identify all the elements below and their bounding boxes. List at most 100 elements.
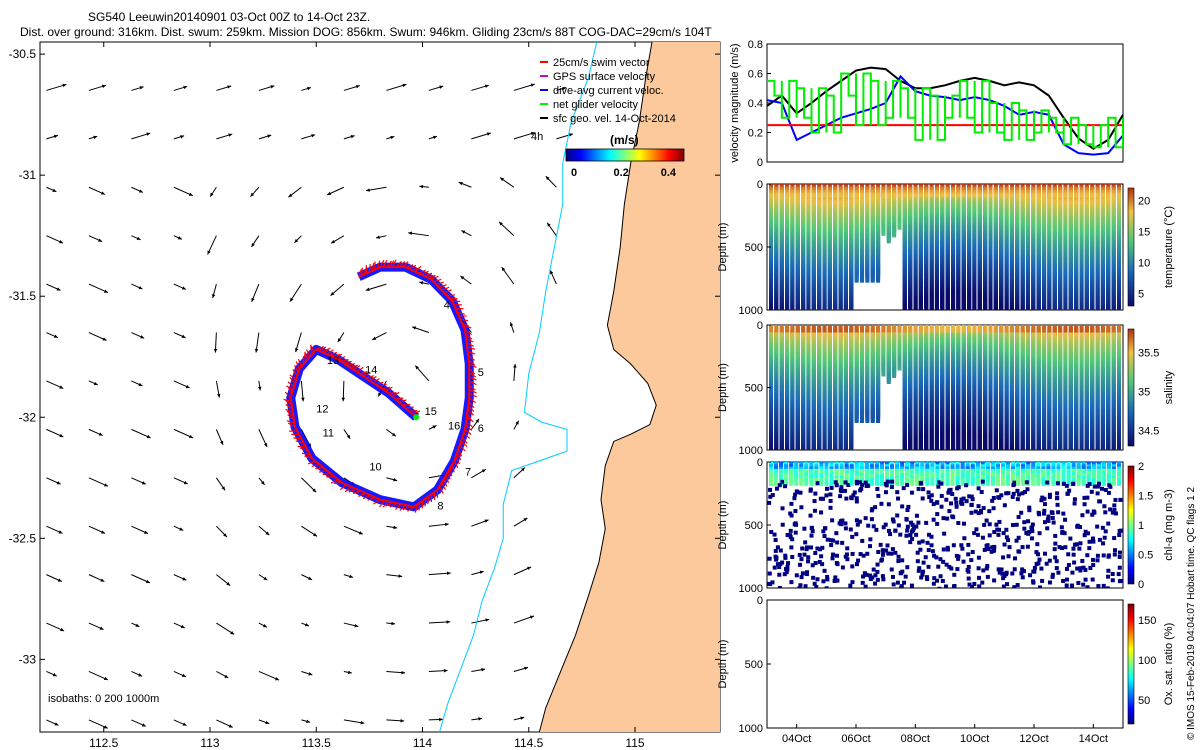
geo-arrow: [46, 525, 63, 534]
geo-arrow: [408, 231, 429, 237]
geo-arrow: [216, 671, 229, 679]
geo-arrow-head: [141, 481, 146, 485]
geo-arrow-head: [419, 281, 424, 285]
geo-arrow: [343, 622, 359, 628]
geo-arrow: [471, 84, 489, 91]
swim-vector: [398, 399, 407, 403]
geo-arrow-head: [145, 579, 150, 583]
map-xtick-label: 114: [413, 736, 432, 750]
geo-arrow: [173, 380, 190, 389]
legend-label: 25cm/s swim vector: [553, 57, 650, 69]
geo-arrow: [88, 477, 109, 487]
geo-arrow-head: [265, 531, 270, 536]
geo-arrow: [428, 571, 451, 576]
swim-vector: [430, 275, 439, 280]
geo-arrow: [131, 380, 143, 387]
velocity-ylabel: velocity magnitude (m/s): [729, 43, 741, 162]
speed-colorbar-tick: 0.2: [614, 167, 629, 179]
geo-arrow-head: [520, 716, 525, 720]
geo-arrow: [343, 42, 350, 43]
geo-arrow-head: [213, 348, 218, 353]
geo-arrow: [46, 186, 57, 193]
geo-arrow: [471, 519, 489, 527]
geo-arrow: [428, 668, 448, 673]
swim-vector: [295, 440, 304, 444]
geo-arrow-head: [54, 722, 59, 726]
sample-cell: [1015, 307, 1020, 310]
sample-cell: [1031, 307, 1036, 310]
swim-vector: [453, 460, 459, 469]
geo-arrow: [88, 84, 107, 91]
map-ytick-label: -33: [19, 652, 37, 666]
map-ytick-label: -30.5: [9, 47, 37, 61]
map-xtick-label: 114.5: [514, 736, 543, 750]
sample-cell: [1009, 307, 1014, 310]
geo-arrow: [513, 467, 526, 479]
geo-arrow: [343, 525, 364, 535]
swim-vector: [464, 428, 472, 435]
geo-arrow: [513, 566, 532, 576]
geo-arrow-shaft: [173, 42, 176, 43]
geo-arrow-head: [522, 38, 526, 41]
geo-arrow: [131, 283, 143, 290]
geo-arrow-head: [57, 578, 62, 582]
geo-arrow: [326, 186, 345, 196]
geo-arrow-head: [59, 385, 64, 389]
swim-vector: [466, 417, 474, 423]
sample-cell: [924, 307, 929, 310]
geo-arrow-head: [98, 238, 103, 242]
swim-vector: [468, 363, 477, 368]
swim-track-line: [289, 266, 471, 508]
geo-arrow: [471, 618, 490, 624]
geo-arrow-head: [341, 397, 346, 402]
swim-vector: [307, 460, 316, 465]
geo-arrow: [330, 283, 345, 296]
swim-vector: [438, 284, 447, 288]
sample-cell: [843, 307, 848, 310]
swim-vector: [467, 409, 474, 416]
sample-cell: [897, 218, 902, 230]
geo-arrow-head: [365, 287, 370, 292]
geo-arrow: [386, 621, 396, 626]
geo-arrow: [471, 717, 483, 721]
geo-arrow-head: [460, 275, 465, 280]
geo-arrow-shaft: [386, 42, 389, 43]
geo-arrow-head: [100, 530, 105, 534]
geo-arrow: [301, 719, 311, 723]
geo-arrow: [131, 86, 144, 91]
geo-arrow-head: [562, 86, 567, 91]
swim-vector: [466, 342, 475, 347]
swim-vector: [469, 393, 477, 398]
geo-arrow-head: [348, 42, 350, 43]
geo-arrow: [216, 133, 233, 140]
geo-arrow-head: [312, 488, 317, 493]
geo-arrow-head: [60, 627, 65, 632]
geo-arrow: [386, 719, 405, 723]
geo-arrow: [46, 134, 59, 140]
velocity-ytick-label: 0: [757, 157, 763, 169]
swim-vector: [441, 482, 446, 490]
geo-arrow-head: [529, 615, 534, 619]
day-label: 11: [323, 428, 334, 440]
geo-arrow-head: [102, 36, 106, 39]
geo-arrow-head: [330, 291, 335, 296]
geo-arrow: [258, 671, 280, 681]
geo-arrow-head: [184, 37, 188, 40]
sample-cell: [913, 307, 918, 310]
geo-arrow: [88, 671, 109, 681]
legend-label: sfc geo. vel. 14-Oct-2014: [553, 113, 676, 125]
geo-arrow: [428, 42, 431, 43]
geo-arrow-head: [399, 37, 403, 40]
geo-arrow-head: [181, 673, 186, 677]
sample-cell: [1020, 307, 1025, 310]
geo-arrow: [289, 283, 302, 302]
geo-arrow-head: [390, 135, 395, 140]
sample-cell: [833, 307, 838, 310]
geo-arrow-head: [314, 37, 318, 40]
geo-arrow: [509, 322, 515, 333]
geo-arrow-head: [524, 666, 529, 671]
geo-arrow-head: [360, 720, 365, 725]
geo-arrow-head: [146, 132, 151, 136]
